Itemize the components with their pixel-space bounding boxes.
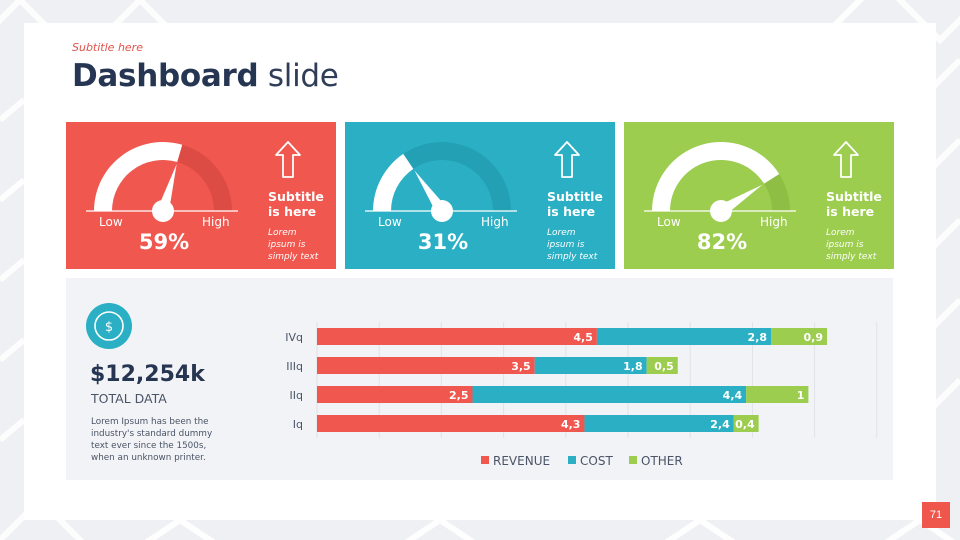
svg-text:$: $ [105, 320, 113, 335]
gauge-high-label: High [481, 215, 509, 229]
card-subtitle: Subtitle is here [268, 189, 324, 219]
gauge-icon [644, 142, 796, 222]
desc-line: text ever since the 1500s, [91, 441, 207, 451]
gauge-percent: 59% [138, 230, 190, 254]
card-subtitle: Subtitle is here [826, 189, 882, 219]
card-text: Lorem ipsum is simply text [826, 228, 877, 262]
card-text: Lorem ipsum is simply text [547, 228, 598, 262]
kpi-card-2: Low High 31% Subtitle is here Lorem ipsum … [345, 122, 615, 269]
dollar-icon: $ [86, 303, 132, 349]
arrow-up-icon [275, 141, 301, 178]
gauge-high-label: High [760, 215, 788, 229]
arrow-up-icon [554, 141, 580, 178]
gauge-high-label: High [202, 215, 230, 229]
desc-line: industry's standard dummy [91, 429, 213, 439]
kpi-card-1: Low High 59% Subtitle is here Lorem ipsum … [66, 122, 336, 269]
total-description: Lorem Ipsum has been the industry's stan… [91, 416, 231, 464]
gauge-percent: 31% [417, 230, 469, 254]
gauge-icon [365, 142, 517, 222]
page-number: 71 [922, 502, 950, 528]
gauge-percent: 82% [696, 230, 748, 254]
gauge-low-label: Low [99, 215, 123, 229]
kpi-card-3: Low High 82% Subtitle is here Lorem ipsum … [624, 122, 894, 269]
gauge-icon [86, 142, 238, 222]
gauge-low-label: Low [657, 215, 681, 229]
desc-line: Lorem Ipsum has been the [91, 417, 209, 427]
total-value: $12,254k [90, 362, 205, 387]
slide-subtitle: Subtitle here [72, 41, 143, 54]
total-label: TOTAL DATA [91, 391, 167, 406]
title-light: slide [267, 58, 339, 94]
arrow-up-icon [833, 141, 859, 178]
title-bold: Dashboard [72, 58, 259, 94]
summary-panel: $ $12,254k TOTAL DATA Lorem Ipsum has be… [66, 278, 893, 480]
slide-title: Dashboard slide [72, 58, 339, 94]
card-text: Lorem ipsum is simply text [268, 228, 319, 262]
card-subtitle: Subtitle is here [547, 189, 603, 219]
gauge-low-label: Low [378, 215, 402, 229]
desc-line: when an unknown printer. [91, 453, 206, 463]
